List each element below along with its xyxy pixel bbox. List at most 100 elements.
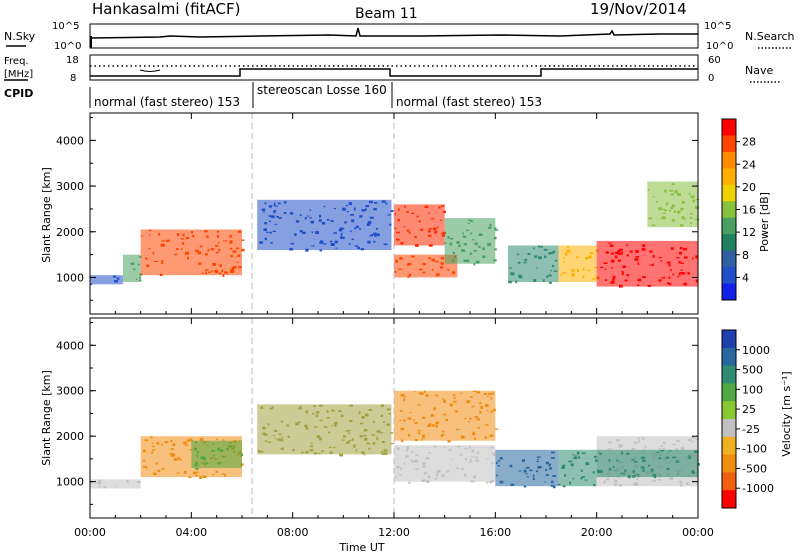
velocity-speckle xyxy=(638,440,641,443)
xtick-label-5: 20:00 xyxy=(581,526,613,539)
power-speckle xyxy=(661,277,666,279)
velocity-speckle xyxy=(299,406,302,408)
power-speckle xyxy=(678,273,681,276)
velocity-speckle xyxy=(459,454,463,456)
power-speckle xyxy=(223,240,227,242)
power-speckle xyxy=(212,263,217,266)
date-label: 19/Nov/2014 xyxy=(590,0,687,18)
power-speckle xyxy=(187,256,189,260)
power-speckle xyxy=(587,269,591,271)
power-speckle xyxy=(161,262,164,264)
velocity-speckle xyxy=(485,424,489,426)
velocity-speckle xyxy=(440,434,443,437)
power-region-fill xyxy=(394,254,458,278)
velocity-speckle xyxy=(326,410,329,413)
velocity-speckle xyxy=(577,451,580,455)
power-speckle xyxy=(554,259,557,262)
velocity-speckle xyxy=(381,451,384,454)
velocity-region-fill xyxy=(394,445,496,482)
power-speckle xyxy=(605,251,609,254)
power-speckle xyxy=(660,217,664,220)
velocity-speckle xyxy=(434,477,438,480)
velocity-region-10 xyxy=(596,449,700,479)
velocity-speckle xyxy=(489,434,494,437)
freq-label-1: Freq. xyxy=(4,56,29,67)
velocity-speckle xyxy=(523,485,527,488)
velocity-speckle xyxy=(444,413,446,416)
velocity-speckle xyxy=(324,425,326,428)
power-speckle xyxy=(215,251,219,254)
power-speckle xyxy=(235,247,240,250)
velocity-speckle xyxy=(428,475,430,479)
power-speckle xyxy=(373,202,378,204)
velocity-speckle xyxy=(637,437,640,440)
velocity-speckle xyxy=(281,436,283,439)
power-speckle xyxy=(658,279,662,282)
velocity-speckle xyxy=(413,391,416,393)
power-speckle xyxy=(263,228,267,231)
power-speckle xyxy=(351,219,355,223)
velocity-speckle xyxy=(490,447,494,449)
power-speckle xyxy=(626,274,630,277)
velocity-speckle xyxy=(403,462,406,465)
velocity-speckle xyxy=(193,464,197,467)
velocity-speckle xyxy=(400,467,402,470)
power-speckle xyxy=(415,244,419,247)
velocity-speckle xyxy=(414,459,418,463)
power-speckle xyxy=(680,207,684,211)
velocity-speckle xyxy=(394,476,397,478)
velocity-speckle xyxy=(480,406,483,409)
power-speckle xyxy=(671,219,676,222)
velocity-speckle xyxy=(184,444,189,446)
power-speckle xyxy=(637,284,640,287)
power-speckle xyxy=(431,269,434,271)
power-speckle xyxy=(571,273,575,277)
power-speckle xyxy=(494,229,499,231)
velocity-speckle xyxy=(383,452,388,455)
velocity-speckle xyxy=(298,421,302,423)
power-speckle xyxy=(435,273,440,277)
noise-left-tick-top: 10^5 xyxy=(52,21,79,32)
power-speckle xyxy=(278,202,281,205)
power-speckle xyxy=(198,262,202,265)
velocity-region-6 xyxy=(394,390,499,443)
velocity-speckle xyxy=(596,469,599,472)
power-speckle xyxy=(268,205,273,208)
power-speckle xyxy=(299,214,302,217)
velocity-speckle xyxy=(627,474,631,478)
power-speckle xyxy=(456,241,460,244)
power-speckle xyxy=(273,210,277,212)
velocity-speckle xyxy=(264,433,268,436)
velocity-colorbar-tick-3: 100 xyxy=(742,383,763,396)
power-speckle xyxy=(593,267,598,269)
power-speckle xyxy=(334,240,338,244)
power-speckle xyxy=(538,256,542,260)
velocity-speckle xyxy=(551,451,555,454)
power-speckle xyxy=(447,236,450,239)
velocity-speckle xyxy=(474,437,476,440)
power-speckle xyxy=(626,254,629,257)
power-speckle xyxy=(341,228,345,230)
velocity-speckle xyxy=(366,442,371,445)
velocity-speckle xyxy=(551,457,555,459)
power-speckle xyxy=(440,256,445,260)
velocity-speckle xyxy=(686,482,689,486)
power-speckle xyxy=(153,260,158,262)
power-speckle xyxy=(449,237,454,240)
power-speckle xyxy=(366,223,371,226)
velocity-speckle xyxy=(476,418,481,421)
power-speckle xyxy=(215,244,219,247)
power-speckle xyxy=(264,202,267,205)
velocity-speckle xyxy=(569,481,572,485)
velocity-speckle xyxy=(532,474,535,478)
velocity-speckle xyxy=(654,475,657,479)
power-speckle xyxy=(295,220,300,223)
power-speckle xyxy=(90,283,93,285)
power-speckle xyxy=(304,217,307,220)
velocity-speckle xyxy=(193,447,197,450)
velocity-speckle xyxy=(426,480,430,483)
power-speckle xyxy=(615,251,619,255)
power-speckle xyxy=(404,205,407,208)
power-speckle xyxy=(365,208,367,211)
power-speckle xyxy=(614,255,618,259)
